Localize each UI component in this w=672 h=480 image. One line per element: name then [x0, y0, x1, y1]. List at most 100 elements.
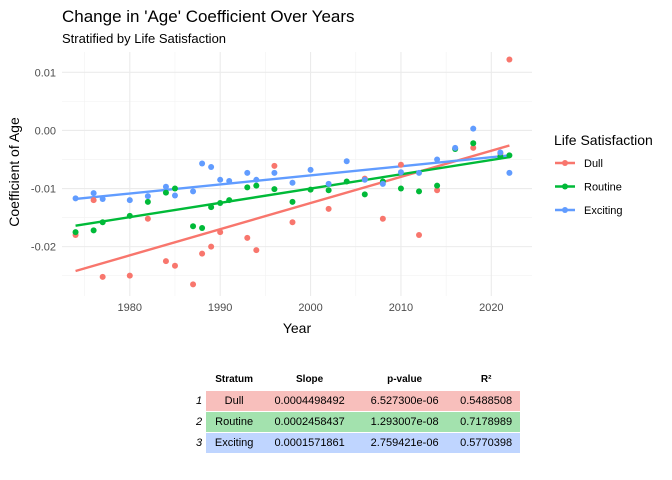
point-exciting [271, 169, 278, 176]
point-dull [271, 162, 278, 169]
point-exciting [99, 195, 106, 202]
fit-line-routine [75, 155, 510, 227]
point-dull [208, 243, 215, 250]
point-exciting [506, 169, 513, 176]
stats-header-stratum: Stratum [206, 367, 263, 391]
stratum-cell: Exciting [206, 432, 263, 454]
point-exciting [470, 125, 477, 132]
point-exciting [361, 176, 368, 183]
point-dull [506, 56, 513, 63]
point-routine [343, 178, 350, 185]
y-tick-label: 0.00 [35, 125, 56, 137]
point-dull [244, 234, 251, 241]
r2-cell: 0.5488508 [452, 391, 521, 412]
data-points [72, 56, 513, 288]
pvalue-cell: 2.759421e-06 [357, 432, 453, 454]
point-exciting [289, 179, 296, 186]
chart-subtitle: Stratified by Life Satisfaction [62, 31, 226, 46]
point-routine [416, 188, 423, 195]
point-routine [162, 189, 169, 196]
point-routine [190, 223, 197, 230]
point-routine [90, 227, 97, 234]
chart-title: Change in 'Age' Coefficient Over Years [62, 7, 355, 26]
x-tick-label: 2020 [479, 302, 503, 314]
point-exciting [190, 188, 197, 195]
point-exciting [434, 156, 441, 163]
stats-header-r2: R² [452, 367, 521, 391]
x-axis-label: Year [283, 320, 312, 336]
y-tick-label: -0.02 [31, 242, 56, 254]
x-tick-label: 2010 [389, 302, 413, 314]
point-dull [190, 281, 197, 288]
stats-row-exciting: 3 Exciting 0.0001571861 2.759421e-06 0.5… [190, 432, 521, 454]
point-routine [361, 191, 368, 198]
point-routine [208, 204, 215, 211]
point-exciting [72, 195, 79, 202]
fit-line-dull [75, 144, 510, 273]
y-tick-label: 0.01 [35, 67, 56, 79]
point-dull [289, 219, 296, 226]
point-routine [271, 186, 278, 193]
r2-cell: 0.5770398 [452, 432, 521, 454]
legend-key-point [562, 183, 568, 190]
stats-row-routine: 2 Routine 0.0002458437 1.293007e-08 0.71… [190, 411, 521, 433]
point-dull [470, 144, 477, 151]
point-dull [416, 232, 423, 238]
axis-ticks: 1980 1990 2000 2010 2020 -0.02 -0.01 0.00 0.01 [31, 67, 504, 314]
pvalue-cell: 1.293007e-08 [357, 411, 453, 433]
point-dull [397, 161, 404, 168]
stats-row-dull: 1 Dull 0.0004498492 6.527300e-06 0.54885… [190, 391, 521, 412]
legend: Dull Routine Exciting [555, 158, 623, 217]
stratum-cell: Dull [206, 391, 263, 412]
point-routine [126, 212, 133, 219]
legend-title: Life Satisfaction [554, 132, 653, 148]
point-exciting [90, 190, 97, 197]
point-exciting [379, 180, 386, 187]
pvalue-cell: 6.527300e-06 [357, 391, 453, 412]
point-exciting [253, 176, 260, 183]
point-routine [470, 140, 477, 147]
point-exciting [325, 180, 332, 187]
point-dull [144, 215, 151, 222]
point-dull [99, 273, 106, 280]
legend-key-point [562, 160, 568, 166]
point-dull [199, 250, 206, 257]
point-routine [226, 197, 233, 204]
point-exciting [217, 176, 224, 183]
legend-label: Dull [584, 158, 603, 170]
point-routine [72, 229, 79, 236]
point-dull [253, 247, 260, 254]
point-exciting [171, 192, 178, 199]
point-routine [325, 187, 332, 194]
point-exciting [416, 169, 423, 176]
slope-cell: 0.0001571861 [262, 432, 358, 454]
point-exciting [226, 177, 233, 184]
stats-header-row: Stratum Slope p-value R² [190, 367, 521, 391]
stratum-cell: Routine [206, 411, 263, 433]
point-routine [199, 225, 206, 232]
point-routine [253, 182, 260, 189]
point-exciting [162, 183, 169, 190]
legend-label: Routine [584, 182, 622, 194]
r2-cell: 0.7178989 [452, 411, 521, 433]
stats-header-index [190, 367, 207, 391]
point-routine [244, 184, 251, 191]
point-routine [99, 219, 106, 226]
x-tick-label: 1980 [118, 302, 142, 314]
point-exciting [244, 169, 251, 176]
point-routine [289, 198, 296, 205]
point-exciting [144, 193, 151, 200]
point-exciting [307, 166, 314, 173]
point-exciting [343, 158, 350, 165]
point-dull [434, 187, 441, 194]
x-tick-label: 1990 [208, 302, 232, 314]
point-dull [126, 272, 133, 279]
point-dull [325, 205, 332, 212]
grid [62, 52, 532, 296]
point-exciting [208, 164, 215, 171]
stats-header-slope: Slope [262, 367, 358, 391]
point-routine [397, 185, 404, 192]
point-exciting [126, 197, 133, 204]
stats-table: Stratum Slope p-value R² 1 Dull 0.000449… [190, 367, 521, 454]
